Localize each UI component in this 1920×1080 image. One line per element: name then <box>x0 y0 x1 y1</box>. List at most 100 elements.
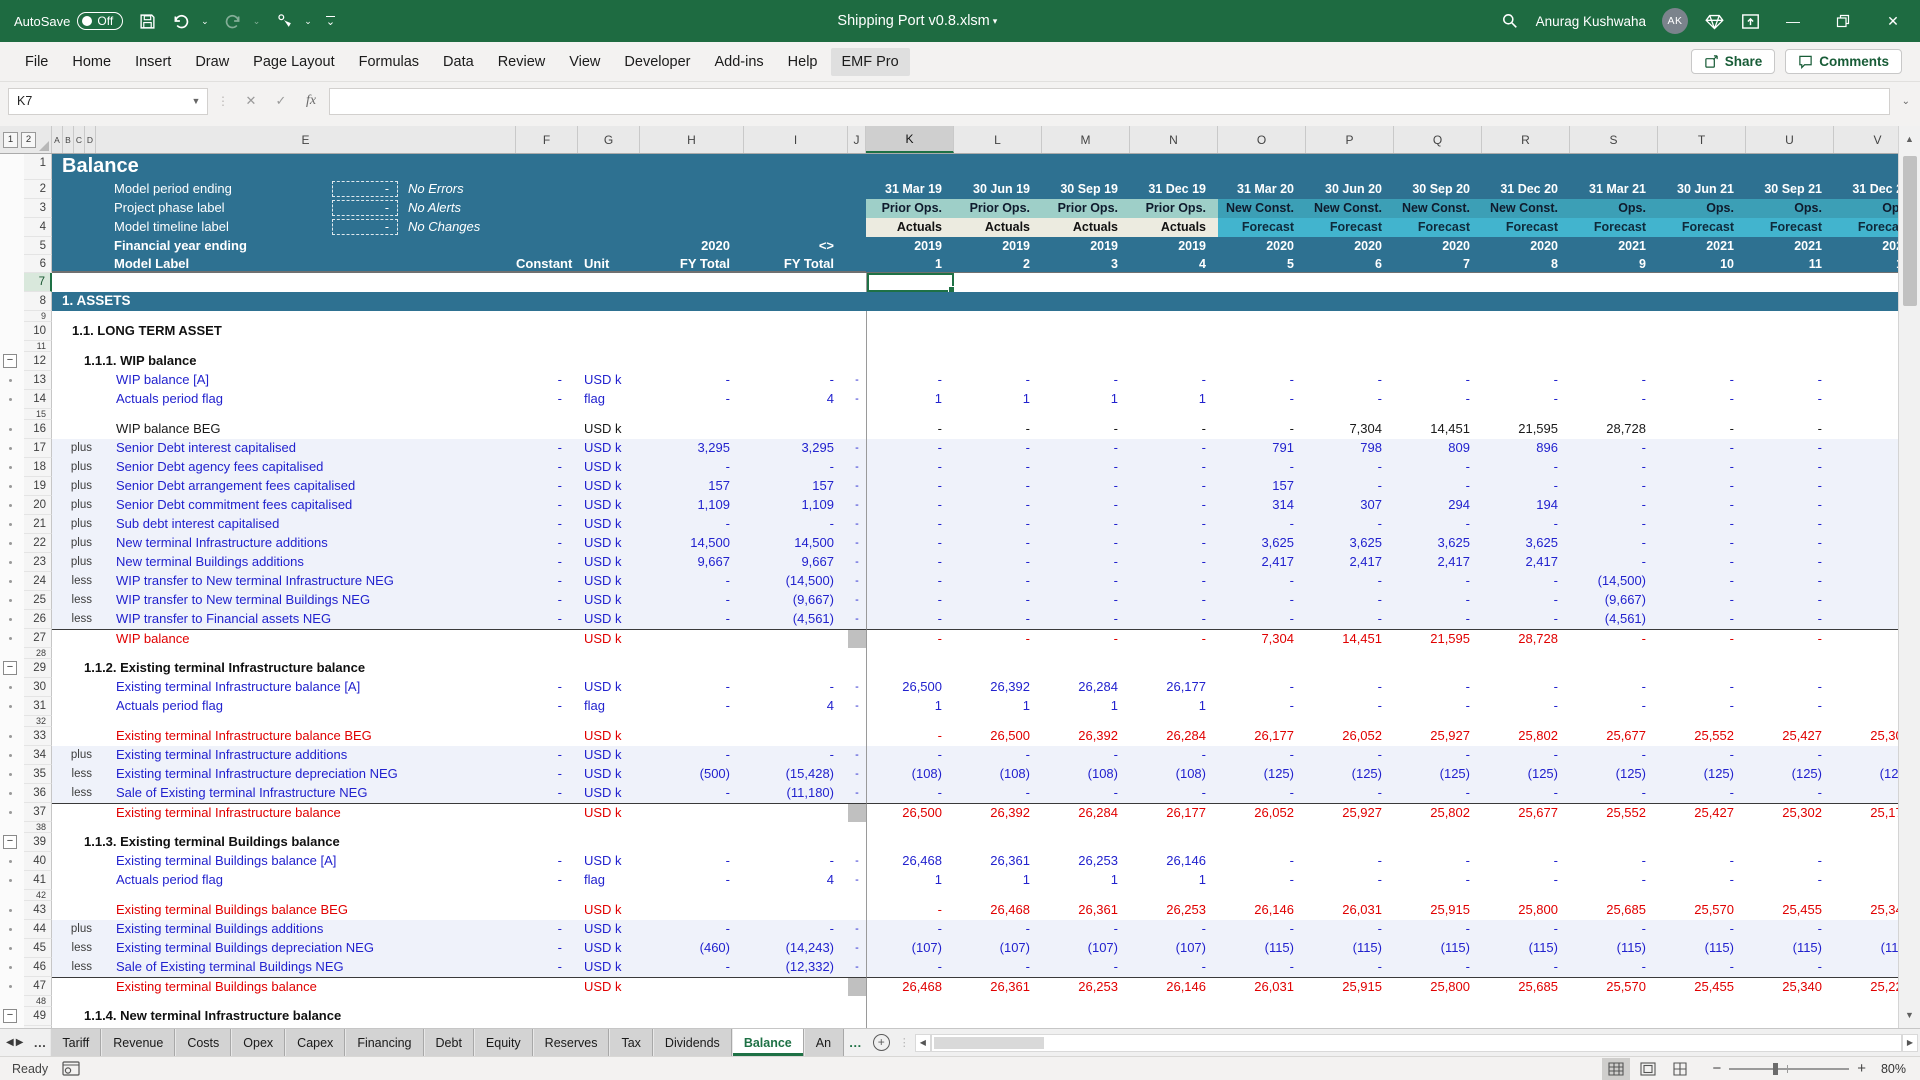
cell-E40[interactable]: Existing terminal Buildings balance [A] <box>116 853 337 868</box>
cell-O9[interactable] <box>1218 311 1306 322</box>
cell-N43[interactable]: 26,253 <box>1166 902 1206 917</box>
cell-N26[interactable]: - <box>1201 611 1206 626</box>
cell-K49[interactable] <box>866 1007 954 1026</box>
cell-M46[interactable]: - <box>1113 959 1118 974</box>
cell-L45[interactable]: (107) <box>999 940 1030 955</box>
cell-P5[interactable]: 2020 <box>1306 237 1394 255</box>
cell-R38[interactable] <box>1482 822 1570 833</box>
column-header-S[interactable]: S <box>1570 126 1658 153</box>
cell-R32[interactable] <box>1482 716 1570 727</box>
cell-P49[interactable] <box>1306 1007 1394 1026</box>
cell-prefix-27[interactable] <box>52 629 96 648</box>
cell-E26[interactable]: WIP transfer to Financial assets NEG <box>116 611 332 626</box>
cell-L47[interactable]: 26,361 <box>954 977 1042 996</box>
cell-K25[interactable]: - <box>866 591 954 610</box>
cell-N41[interactable]: 1 <box>1198 872 1206 887</box>
cell-V47[interactable]: 25,225 <box>1834 977 1898 996</box>
cell-E47[interactable]: Existing terminal Buildings balance <box>96 977 516 996</box>
cell-K35[interactable]: (108) <box>866 765 954 784</box>
cell-Q49[interactable] <box>1394 1007 1482 1026</box>
cell-M40[interactable]: 26,253 <box>1078 853 1118 868</box>
cell-T9[interactable] <box>1658 311 1746 322</box>
row-header-17[interactable]: 17 <box>24 439 52 458</box>
cell-N21[interactable]: - <box>1201 516 1206 531</box>
cell-E33[interactable]: Existing terminal Infrastructure balance… <box>116 728 372 743</box>
cell-J14[interactable]: - <box>855 393 859 405</box>
cell-K32[interactable] <box>866 716 954 727</box>
cell-I17[interactable]: 3,295 <box>801 440 834 455</box>
cell-I46[interactable]: (12,332) <box>785 959 834 974</box>
cell-R7[interactable] <box>1482 273 1570 292</box>
cell-M45[interactable]: (107) <box>1087 940 1118 955</box>
cell-F30[interactable]: - <box>557 679 562 694</box>
cell-K31[interactable]: 1 <box>866 697 954 716</box>
cell-O44[interactable]: - <box>1289 921 1294 936</box>
cell-L13[interactable]: - <box>1025 372 1030 387</box>
cell-V13[interactable]: - <box>1834 371 1898 390</box>
ribbon-tab-emf-pro[interactable]: EMF Pro <box>830 47 910 76</box>
cell-V15[interactable] <box>1834 409 1898 420</box>
cell-S50[interactable]: - <box>1570 1026 1658 1028</box>
outline-gutter-39[interactable]: − <box>0 833 24 852</box>
cell-L18[interactable]: - <box>1025 459 1030 474</box>
cell-J40[interactable]: - <box>855 855 859 867</box>
cell-prefix-19[interactable]: plus <box>70 480 92 492</box>
cell-R20[interactable]: 194 <box>1536 497 1558 512</box>
cell-Q3[interactable]: New Const. <box>1394 199 1482 218</box>
vertical-scrollbar[interactable]: ▲ ▼ <box>1898 126 1920 1028</box>
cell-R31[interactable]: - <box>1553 698 1558 713</box>
cell-I40[interactable]: - <box>829 853 834 868</box>
row-header-26[interactable]: 26 <box>24 610 52 629</box>
cell-K45[interactable]: (107) <box>866 939 954 958</box>
cell-L24[interactable]: - <box>1025 573 1030 588</box>
cell-S21[interactable]: - <box>1641 516 1646 531</box>
outline-gutter-12[interactable]: − <box>0 352 24 371</box>
cell-M9[interactable] <box>1042 311 1130 322</box>
cell-Q12[interactable] <box>1394 352 1482 371</box>
undo-icon[interactable] <box>171 11 191 31</box>
cell-Q26[interactable]: - <box>1465 611 1470 626</box>
cell-O34[interactable]: - <box>1289 747 1294 762</box>
cell-O14[interactable]: - <box>1289 391 1294 406</box>
cell-T40[interactable]: - <box>1729 853 1734 868</box>
cell-O24[interactable]: - <box>1289 573 1294 588</box>
row-header-1[interactable]: 1 <box>24 154 52 180</box>
cell-J44[interactable]: - <box>855 923 859 935</box>
cell-J27[interactable] <box>848 629 866 648</box>
cell-I37[interactable] <box>744 803 848 822</box>
cell-O10[interactable] <box>1218 322 1306 341</box>
cell-Q5[interactable]: 2020 <box>1394 237 1482 255</box>
collapse-group-button[interactable]: − <box>3 661 17 675</box>
cell-N18[interactable]: - <box>1201 459 1206 474</box>
cell-G16[interactable]: USD k <box>584 421 622 436</box>
cell-S40[interactable]: - <box>1641 853 1646 868</box>
cell-I24[interactable]: (14,500) <box>785 573 834 588</box>
cell-N35[interactable]: (108) <box>1175 766 1206 781</box>
insert-function-icon[interactable]: fx <box>305 93 317 108</box>
title-dropdown-icon[interactable]: ▾ <box>992 15 998 26</box>
cell-F26[interactable]: - <box>557 611 562 626</box>
sheet-tab-equity[interactable]: Equity <box>473 1029 533 1056</box>
cell-T49[interactable] <box>1658 1007 1746 1026</box>
cell-P30[interactable]: - <box>1377 679 1382 694</box>
cell-T37[interactable]: 25,427 <box>1658 803 1746 822</box>
cell-L39[interactable] <box>954 833 1042 852</box>
sheet-tab-capex[interactable]: Capex <box>285 1029 346 1056</box>
cell-O26[interactable]: - <box>1289 611 1294 626</box>
cell-R46[interactable]: - <box>1553 959 1558 974</box>
horizontal-scrollbar[interactable]: ◀ ▶ <box>914 1032 1918 1053</box>
cell-T43[interactable]: 25,570 <box>1694 902 1734 917</box>
cell-L32[interactable] <box>954 716 1042 727</box>
cell-K43[interactable]: - <box>866 901 954 920</box>
check-input-cell[interactable]: - <box>332 200 398 216</box>
cell-R14[interactable]: - <box>1553 391 1558 406</box>
cell-M34[interactable]: - <box>1113 747 1118 762</box>
cell-U6[interactable]: 11 <box>1746 255 1834 273</box>
cell-N42[interactable] <box>1130 890 1218 901</box>
cell-P34[interactable]: - <box>1377 747 1382 762</box>
page-layout-view-button[interactable] <box>1634 1058 1662 1080</box>
scroll-down-icon[interactable]: ▼ <box>1905 1010 1914 1020</box>
cell-R9[interactable] <box>1482 311 1570 322</box>
cell-F47[interactable] <box>516 977 578 996</box>
cell-prefix-30[interactable] <box>52 678 96 697</box>
